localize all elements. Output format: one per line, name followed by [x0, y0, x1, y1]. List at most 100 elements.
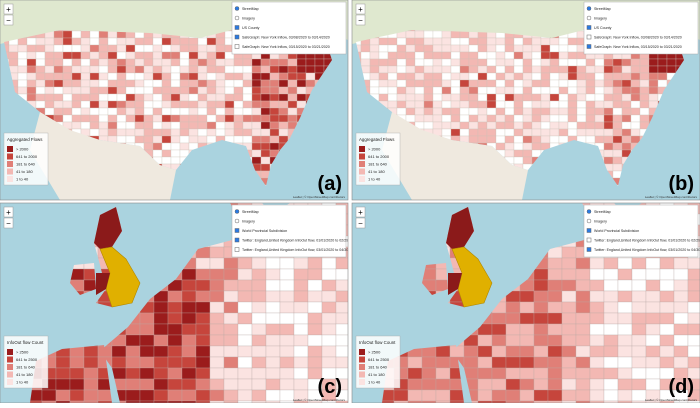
zoom-button[interactable] [355, 206, 366, 218]
checkbox[interactable] [234, 34, 240, 40]
county [486, 44, 497, 53]
region [279, 257, 295, 270]
layer-label[interactable]: Imagery [594, 220, 607, 224]
zoom-button[interactable] [3, 217, 14, 229]
layer-label[interactable]: World Provincial Subdivision [594, 229, 639, 233]
zoom-button[interactable] [3, 206, 14, 218]
county [477, 100, 488, 109]
checkbox[interactable] [234, 237, 240, 243]
county [612, 86, 623, 95]
layer-label[interactable]: Twitter: England,United Kingdom InfoOut … [594, 248, 700, 252]
checkbox[interactable] [586, 228, 592, 233]
radio[interactable] [234, 218, 240, 224]
checkbox[interactable] [586, 44, 592, 49]
layer-label[interactable]: Twitter: England,United Kingdom InfoOut … [594, 239, 700, 243]
layer-label[interactable]: StreetMap [242, 7, 259, 11]
legend-label: 1 to 40 [368, 177, 381, 182]
zoom-label[interactable]: + [6, 208, 11, 217]
county [612, 93, 623, 102]
zoom-button[interactable] [3, 14, 14, 26]
county [522, 121, 533, 130]
zoom-label[interactable]: − [6, 219, 11, 228]
region [645, 301, 661, 314]
radio[interactable] [586, 6, 592, 11]
zoom-label[interactable]: − [358, 16, 363, 25]
region [547, 334, 563, 347]
wales [448, 273, 462, 295]
county [152, 37, 163, 46]
region [491, 389, 507, 402]
layer-label[interactable]: StreetMap [594, 210, 611, 214]
layer-label[interactable]: Imagery [242, 17, 255, 21]
radio[interactable] [586, 209, 592, 214]
zoom-button[interactable] [355, 3, 366, 15]
radio[interactable] [586, 218, 592, 224]
county [179, 93, 190, 102]
layer-label[interactable]: StreetMap [594, 7, 611, 11]
radio[interactable] [586, 15, 592, 21]
zoom-button[interactable] [3, 3, 14, 15]
zoom-label[interactable]: − [6, 16, 11, 25]
county [152, 135, 163, 144]
region [209, 290, 225, 303]
zoom-label[interactable]: + [6, 5, 11, 14]
county [233, 58, 244, 67]
layer-label[interactable]: Imagery [594, 17, 607, 21]
county [269, 65, 280, 74]
region [407, 400, 423, 403]
county [134, 44, 145, 53]
layer-label[interactable]: SafeGraph: New York Inflow, 03/15/2020 t… [594, 45, 682, 49]
region [533, 400, 549, 403]
checkbox[interactable] [586, 247, 592, 252]
county [170, 128, 181, 137]
checkbox[interactable] [586, 237, 592, 243]
county [540, 51, 551, 60]
radio[interactable] [234, 209, 240, 214]
layer-label[interactable]: Imagery [242, 220, 255, 224]
zoom-button[interactable] [355, 14, 366, 26]
layer-label[interactable]: Twitter: England,United Kingdom InfoOut … [242, 248, 357, 252]
county [495, 135, 506, 144]
county [360, 58, 371, 67]
county [612, 135, 623, 144]
zoom-button[interactable] [355, 217, 366, 229]
county [459, 128, 470, 137]
layer-label[interactable]: SafeGraph: New York Inflow, 03/15/2020 t… [242, 45, 330, 49]
region [589, 323, 605, 336]
county [44, 37, 55, 46]
zoom-label[interactable]: − [358, 219, 363, 228]
layer-label[interactable]: SafeGraph: New York Inflow, 03/08/2020 t… [594, 36, 682, 40]
county [98, 128, 109, 137]
region [209, 367, 225, 380]
checkbox[interactable] [234, 247, 240, 252]
layer-label[interactable]: US County [242, 26, 260, 30]
radio[interactable] [234, 6, 240, 11]
layer-label[interactable]: Twitter: England,United Kingdom InfoOut … [242, 239, 357, 243]
layer-label[interactable]: StreetMap [242, 210, 259, 214]
county [269, 107, 280, 116]
checkbox[interactable] [234, 228, 240, 233]
region [223, 378, 239, 391]
zoom-label[interactable]: + [358, 208, 363, 217]
region [139, 356, 155, 369]
radio[interactable] [234, 15, 240, 21]
zoom-label[interactable]: + [358, 5, 363, 14]
checkbox[interactable] [586, 34, 592, 40]
region [153, 378, 169, 391]
county [107, 107, 118, 116]
region [617, 389, 633, 402]
checkbox[interactable] [234, 44, 240, 49]
layer-label[interactable]: SafeGraph: New York Inflow, 03/08/2020 t… [242, 36, 330, 40]
layer-label[interactable]: World Provincial Subdivision [242, 229, 287, 233]
legend: InfoOut flow Count > 2500 641 to 2500 181 t… [3, 335, 49, 389]
checkbox[interactable] [234, 25, 240, 30]
region [209, 246, 225, 259]
region [181, 312, 197, 325]
county [477, 93, 488, 102]
layer-label[interactable]: US County [594, 26, 612, 30]
county [450, 121, 461, 130]
county [387, 86, 398, 95]
county [522, 156, 533, 165]
checkbox[interactable] [586, 25, 592, 30]
county [116, 114, 127, 123]
